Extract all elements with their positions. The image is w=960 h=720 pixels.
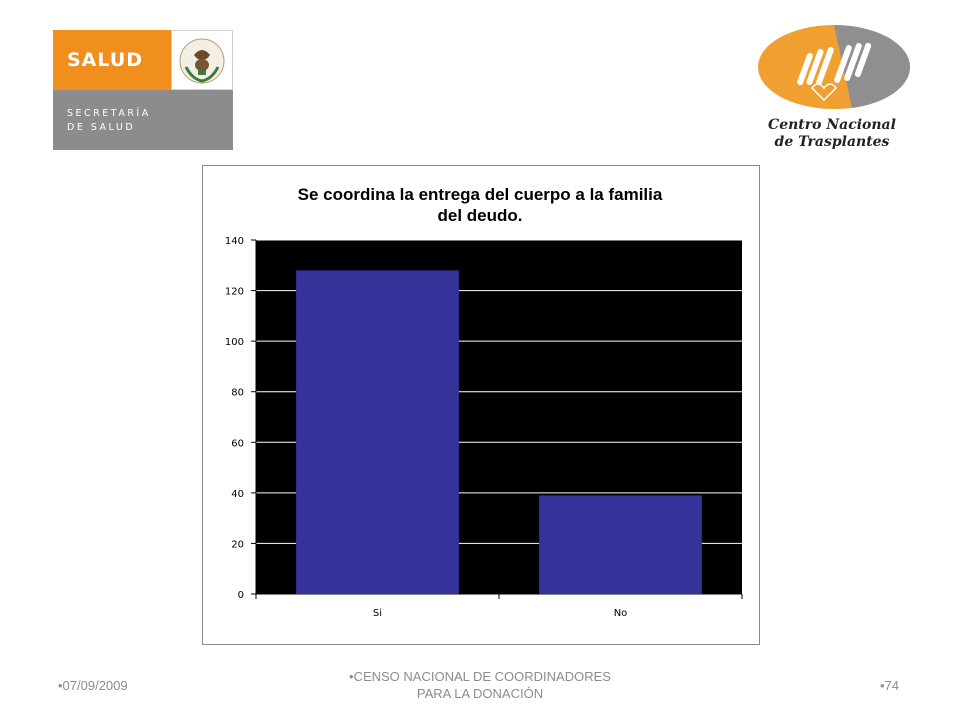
y-tick-label: 20 [231, 539, 244, 550]
footer-title-line1: •CENSO NACIONAL DE COORDINADORES [349, 669, 611, 684]
y-tick-label: 80 [231, 388, 244, 399]
salud-grey-block [53, 90, 233, 150]
chart-title-line2: del deudo. [437, 206, 523, 225]
salud-subtitle-line1: SECRETARÍA [67, 108, 151, 119]
chart-title-line1: Se coordina la entrega del cuerpo a la f… [297, 185, 663, 204]
y-tick-label: 120 [225, 287, 244, 298]
y-tick-label: 140 [225, 236, 244, 247]
y-tick-label: 0 [238, 590, 244, 601]
y-tick-label: 60 [231, 438, 244, 449]
x-tick-label: No [614, 608, 628, 619]
footer-presentation-title: •CENSO NACIONAL DE COORDINADORES PARA LA… [330, 668, 630, 702]
footer-page-number: •74 [880, 678, 900, 693]
cenatra-logo-line1: Centro Nacional [768, 117, 896, 133]
mexican-seal-icon [171, 30, 233, 90]
chart-title: Se coordina la entrega del cuerpo a la f… [0, 184, 960, 226]
footer-title-line2: PARA LA DONACIÓN [416, 686, 544, 701]
salud-orange-block [53, 30, 171, 90]
footer-date: •07/09/2009 [58, 678, 128, 693]
x-tick-label: Si [373, 608, 382, 619]
cenatra-hands-icon [758, 25, 911, 109]
salud-logo-word: SALUD [67, 49, 144, 71]
y-tick-label: 100 [225, 337, 244, 348]
y-tick-label: 40 [231, 489, 244, 500]
salud-logo: SALUD SECRETARÍA DE SALUD [53, 30, 233, 150]
bar-si [296, 270, 459, 594]
cenatra-logo-line2: de Trasplantes [774, 134, 890, 150]
bar-no [539, 495, 702, 594]
salud-subtitle-line2: DE SALUD [67, 122, 136, 133]
cenatra-logo: Centro Nacional de Trasplantes [752, 22, 912, 152]
